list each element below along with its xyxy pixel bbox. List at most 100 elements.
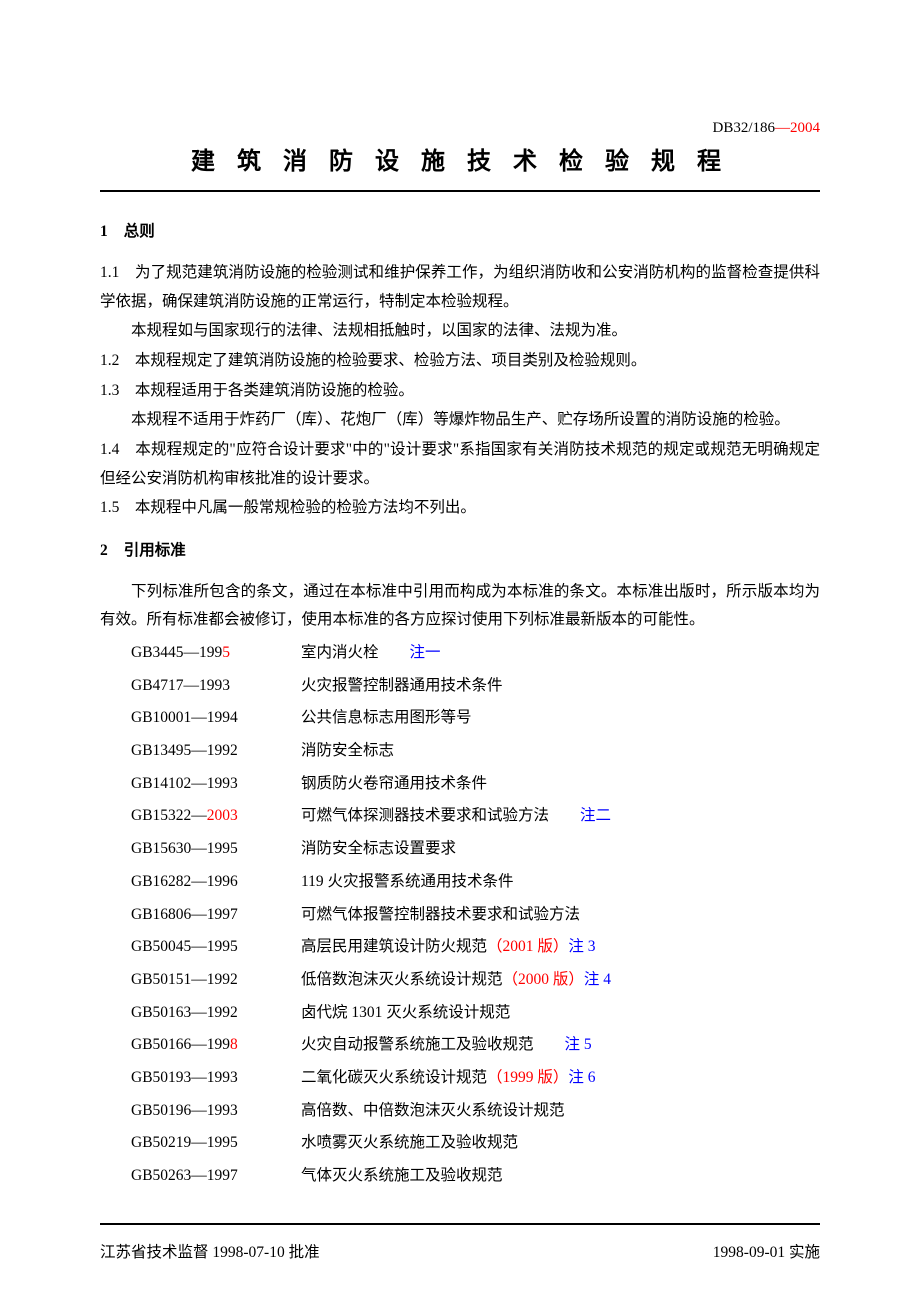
standard-row: GB14102—1993 钢质防火卷帘通用技术条件 (131, 768, 611, 801)
standard-code: GB15630—1995 (131, 833, 301, 866)
standard-name-text: 钢质防火卷帘通用技术条件 (301, 775, 487, 792)
standard-note-blue: 注一 (410, 644, 441, 661)
standard-name: 水喷雾灭火系统施工及验收规范 (301, 1127, 611, 1160)
standard-code: GB4717—1993 (131, 670, 301, 703)
standard-code-pre: GB13495—1992 (131, 742, 238, 759)
standard-note-blue: 注二 (580, 807, 611, 824)
standard-code-pre: GB50045—1995 (131, 938, 238, 955)
standard-code: GB16282—1996 (131, 866, 301, 899)
standard-code-pre: GB50219—1995 (131, 1134, 238, 1151)
standard-code-pre: GB14102—1993 (131, 775, 238, 792)
standard-name: 火灾自动报警系统施工及验收规范 注 5 (301, 1029, 611, 1062)
standard-name-text: 二氧化碳灭火系统设计规范 (301, 1069, 487, 1086)
standard-name: 火灾报警控制器通用技术条件 (301, 670, 611, 703)
standard-row: GB16282—1996119 火灾报警系统通用技术条件 (131, 866, 611, 899)
standard-code-pre: GB15630—1995 (131, 840, 238, 857)
section-2-body: 下列标准所包含的条文，通过在本标准中引用而构成为本标准的条文。本标准出版时，所示… (100, 578, 820, 635)
clause-1-5: 1.5 本规程中凡属一般常规检验的检验方法均不列出。 (100, 494, 820, 523)
standard-code: GB3445—1995 (131, 637, 301, 670)
section-2-head: 2 引用标准 (100, 537, 820, 566)
standard-code: GB15322—2003 (131, 800, 301, 833)
standard-code-red: 2003 (207, 807, 238, 824)
standard-code: GB10001—1994 (131, 702, 301, 735)
standard-row: GB50219—1995 水喷雾灭火系统施工及验收规范 (131, 1127, 611, 1160)
clause-1-4: 1.4 本规程规定的"应符合设计要求"中的"设计要求"系指国家有关消防技术规范的… (100, 436, 820, 493)
standard-row: GB15630—1995 消防安全标志设置要求 (131, 833, 611, 866)
standard-name-text: 消防安全标志设置要求 (301, 840, 456, 857)
clause-1-3-note: 本规程不适用于炸药厂（库）、花炮厂（库）等爆炸物品生产、贮存场所设置的消防设施的… (100, 406, 820, 435)
standard-row: GB50045—1995 高层民用建筑设计防火规范（2001 版）注 3 (131, 931, 611, 964)
standard-note-blue: 注 4 (584, 971, 611, 988)
standard-row: GB4717—1993 火灾报警控制器通用技术条件 (131, 670, 611, 703)
standard-code: GB50263—1997 (131, 1160, 301, 1193)
standard-note-blue: 注 3 (568, 938, 595, 955)
clause-1-note: 本规程如与国家现行的法律、法规相抵触时，以国家的法律、法规为准。 (100, 317, 820, 346)
main-title: 建 筑 消 防 设 施 技 术 检 验 规 程 (100, 140, 820, 184)
section-2-intro: 下列标准所包含的条文，通过在本标准中引用而构成为本标准的条文。本标准出版时，所示… (100, 578, 820, 635)
standard-row: GB50193—1993二氧化碳灭火系统设计规范（1999 版）注 6 (131, 1062, 611, 1095)
standard-name: 消防安全标志设置要求 (301, 833, 611, 866)
standard-row: GB15322—2003可燃气体探测器技术要求和试验方法 注二 (131, 800, 611, 833)
standard-name-text: 高倍数、中倍数泡沫灭火系统设计规范 (301, 1102, 565, 1119)
standard-row: GB50196—1993 高倍数、中倍数泡沫灭火系统设计规范 (131, 1095, 611, 1128)
footer-right: 1998-09-01 实施 (713, 1239, 820, 1268)
standard-name: 室内消火栓 注一 (301, 637, 611, 670)
standard-code: GB50045—1995 (131, 931, 301, 964)
standard-name: 可燃气体探测器技术要求和试验方法 注二 (301, 800, 611, 833)
standard-name-text: 气体灭火系统施工及验收规范 (301, 1167, 503, 1184)
standard-row: GB10001—1994 公共信息标志用图形等号 (131, 702, 611, 735)
standard-name: 气体灭火系统施工及验收规范 (301, 1160, 611, 1193)
standard-name-text: 可燃气体探测器技术要求和试验方法 (301, 807, 549, 824)
standard-code-pre: GB4717—1993 (131, 677, 230, 694)
section-1-head: 1总则 (100, 218, 820, 247)
doc-code-year: 2004 (790, 120, 820, 136)
standard-name: 高层民用建筑设计防火规范（2001 版）注 3 (301, 931, 611, 964)
standard-row: GB50151—1992低倍数泡沫灭火系统设计规范（2000 版）注 4 (131, 964, 611, 997)
standard-code: GB50193—1993 (131, 1062, 301, 1095)
standard-code-pre: GB15322— (131, 807, 207, 824)
standard-code-pre: GB10001—1994 (131, 709, 238, 726)
section-2-title: 引用标准 (124, 542, 186, 559)
document-code: DB32/186—2004 (712, 115, 820, 143)
standard-name: 低倍数泡沫灭火系统设计规范（2000 版）注 4 (301, 964, 611, 997)
standard-name-text: 室内消火栓 (301, 644, 379, 661)
clause-1-3: 1.3 本规程适用于各类建筑消防设施的检验。 (100, 377, 820, 406)
standard-code: GB16806—1997 (131, 899, 301, 932)
standard-code: GB50151—1992 (131, 964, 301, 997)
doc-code-prefix: DB32/186 (712, 120, 775, 136)
standard-note-red: （2000 版） (503, 971, 584, 988)
section-2-num: 2 (100, 542, 108, 559)
standard-code-pre: GB50196—1993 (131, 1102, 238, 1119)
standard-row: GB16806—1997 可燃气体报警控制器技术要求和试验方法 (131, 899, 611, 932)
standard-code-pre: GB50263—1997 (131, 1167, 238, 1184)
standard-name-text: 水喷雾灭火系统施工及验收规范 (301, 1134, 518, 1151)
standard-row: GB3445—1995室内消火栓 注一 (131, 637, 611, 670)
standard-note-red: （2001 版） (487, 938, 568, 955)
standard-name: 高倍数、中倍数泡沫灭火系统设计规范 (301, 1095, 611, 1128)
standard-row: GB50166—1998火灾自动报警系统施工及验收规范 注 5 (131, 1029, 611, 1062)
standard-name: 钢质防火卷帘通用技术条件 (301, 768, 611, 801)
standard-note-red: （1999 版） (487, 1069, 568, 1086)
clause-1-1: 1.1 为了规范建筑消防设施的检验测试和维护保养工作，为组织消防收和公安消防机构… (100, 259, 820, 316)
standards-table: GB3445—1995室内消火栓 注一GB4717—1993火灾报警控制器通用技… (131, 637, 611, 1192)
standard-name: 消防安全标志 (301, 735, 611, 768)
footer-rule (100, 1223, 820, 1225)
standard-code: GB50196—1993 (131, 1095, 301, 1128)
standard-code: GB50163—1992 (131, 997, 301, 1030)
standard-name-text: 可燃气体报警控制器技术要求和试验方法 (301, 906, 580, 923)
standard-name: 卤代烷 1301 灭火系统设计规范 (301, 997, 611, 1030)
standard-code-pre: GB50193—1993 (131, 1069, 238, 1086)
standard-row: GB13495—1992 消防安全标志 (131, 735, 611, 768)
standard-code-red: 5 (222, 644, 230, 661)
standard-code-pre: GB16806—1997 (131, 906, 238, 923)
standard-code-pre: GB3445—199 (131, 644, 222, 661)
standard-name-text: 卤代烷 1301 灭火系统设计规范 (301, 1004, 510, 1021)
footer-left: 江苏省技术监督 1998-07-10 批准 (100, 1239, 320, 1268)
doc-code-dash: — (775, 120, 790, 136)
standard-code: GB50166—1998 (131, 1029, 301, 1062)
standard-name-text: 火灾自动报警系统施工及验收规范 (301, 1036, 534, 1053)
standard-name-text: 公共信息标志用图形等号 (301, 709, 472, 726)
standard-name: 119 火灾报警系统通用技术条件 (301, 866, 611, 899)
title-rule (100, 190, 820, 192)
standard-name-text: 火灾报警控制器通用技术条件 (301, 677, 503, 694)
